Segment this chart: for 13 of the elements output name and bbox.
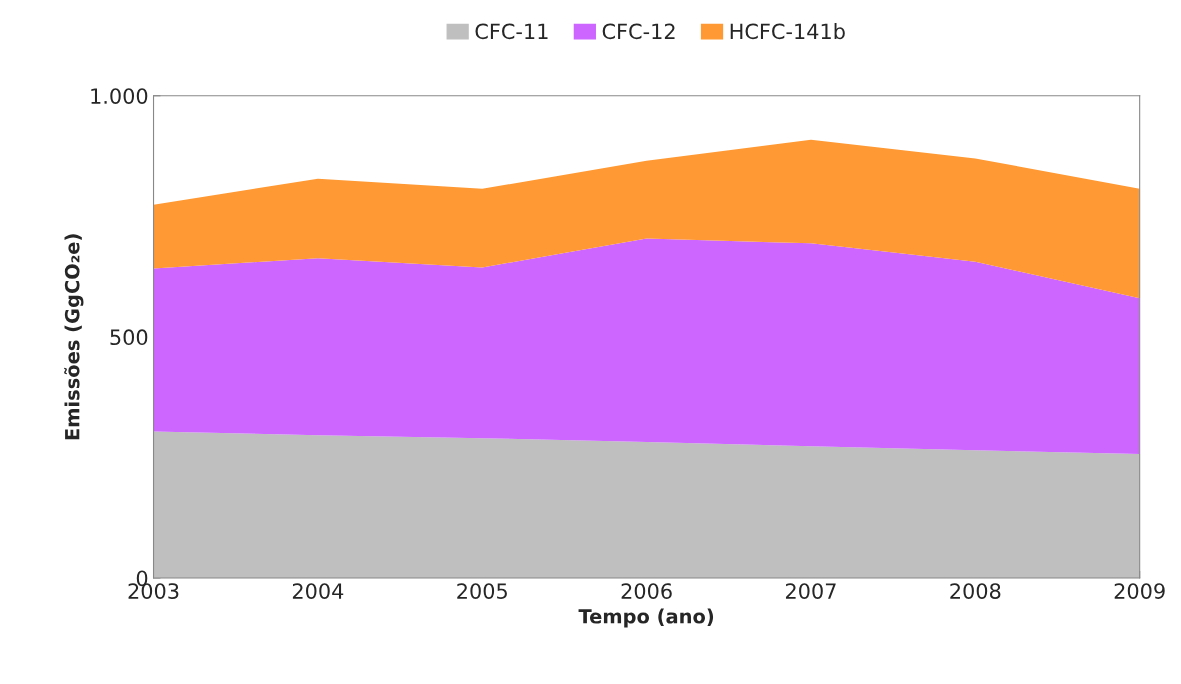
legend-label: HCFC-141b: [730, 23, 845, 40]
x-tick-label: 2004: [292, 583, 344, 599]
x-tick-label: 2007: [785, 583, 836, 599]
x-axis-title: Tempo (ano): [578, 608, 714, 628]
x-tick-label: 2006: [621, 583, 672, 599]
x-tick-label: 2005: [457, 583, 507, 599]
x-tick-label: 2009: [1114, 583, 1165, 599]
legend-label: CFC-12: [602, 23, 675, 40]
y-tick-label: 500: [110, 329, 148, 346]
x-tick-label: 2008: [950, 583, 1001, 599]
y-axis-title: Emissões (GgCO₂e): [64, 234, 84, 440]
legend-label: CFC-11: [475, 23, 548, 40]
y-tick-label: 1.000: [91, 88, 148, 104]
